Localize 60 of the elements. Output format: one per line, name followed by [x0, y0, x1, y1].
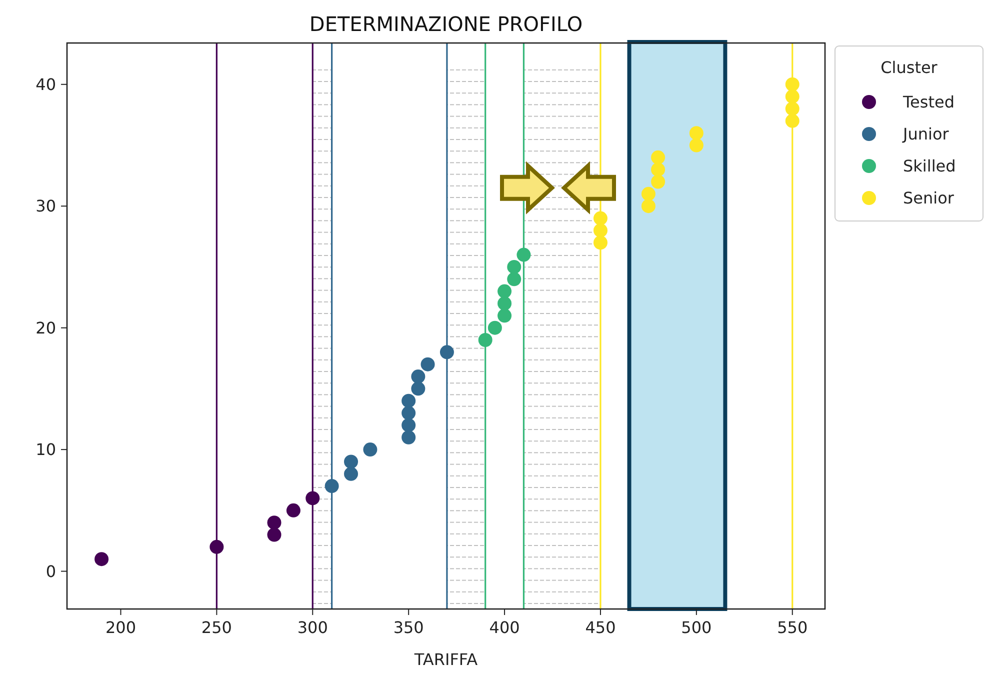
point	[402, 406, 416, 420]
legend-label: Skilled	[903, 156, 956, 176]
legend-label: Tested	[902, 92, 955, 112]
point	[344, 466, 358, 481]
point	[641, 186, 656, 201]
point	[498, 284, 512, 298]
point	[440, 345, 454, 360]
point	[286, 503, 300, 518]
y-tick-label: 10	[36, 440, 56, 460]
point	[593, 236, 608, 250]
point	[689, 126, 704, 140]
point	[593, 211, 608, 226]
point	[402, 418, 416, 432]
point	[94, 552, 109, 566]
point	[402, 394, 416, 408]
point	[267, 528, 282, 542]
y-tick-label: 40	[36, 74, 56, 94]
point	[593, 223, 608, 238]
x-tick-label: 400	[489, 618, 520, 637]
x-tick-label: 300	[297, 618, 328, 637]
legend-label: Senior	[903, 188, 954, 208]
y-tick-label: 0	[46, 562, 56, 581]
point	[488, 320, 502, 335]
point	[363, 442, 378, 457]
y-tick-label: 20	[36, 318, 56, 338]
point	[478, 333, 492, 347]
x-axis-title: TARIFFA	[413, 650, 478, 669]
point	[785, 114, 800, 128]
legend-title: Cluster	[880, 58, 938, 77]
point	[689, 138, 704, 152]
point	[507, 260, 522, 274]
point	[411, 382, 426, 396]
point	[785, 90, 800, 104]
point	[651, 174, 666, 189]
point	[420, 357, 435, 372]
legend-label: Junior	[902, 124, 950, 144]
x-tick-label: 550	[777, 618, 808, 637]
chart-title: DETERMINAZIONE PROFILO	[309, 12, 583, 36]
point	[651, 162, 666, 177]
point	[785, 77, 800, 92]
point	[210, 540, 224, 554]
point	[344, 454, 358, 469]
point	[498, 308, 512, 323]
point	[267, 516, 282, 530]
x-tick-label: 500	[681, 618, 712, 637]
point	[324, 479, 339, 494]
x-tick-label: 450	[585, 618, 616, 637]
point	[785, 102, 800, 116]
y-tick-label: 30	[36, 196, 56, 216]
point	[651, 150, 666, 164]
point	[498, 296, 512, 310]
point	[507, 272, 522, 286]
x-tick-label: 200	[105, 618, 136, 637]
point	[641, 199, 656, 214]
x-tick-label: 350	[393, 618, 424, 637]
point	[516, 248, 531, 262]
point	[411, 370, 426, 384]
x-tick-label: 250	[201, 618, 232, 637]
point	[402, 430, 416, 444]
point	[306, 491, 320, 506]
